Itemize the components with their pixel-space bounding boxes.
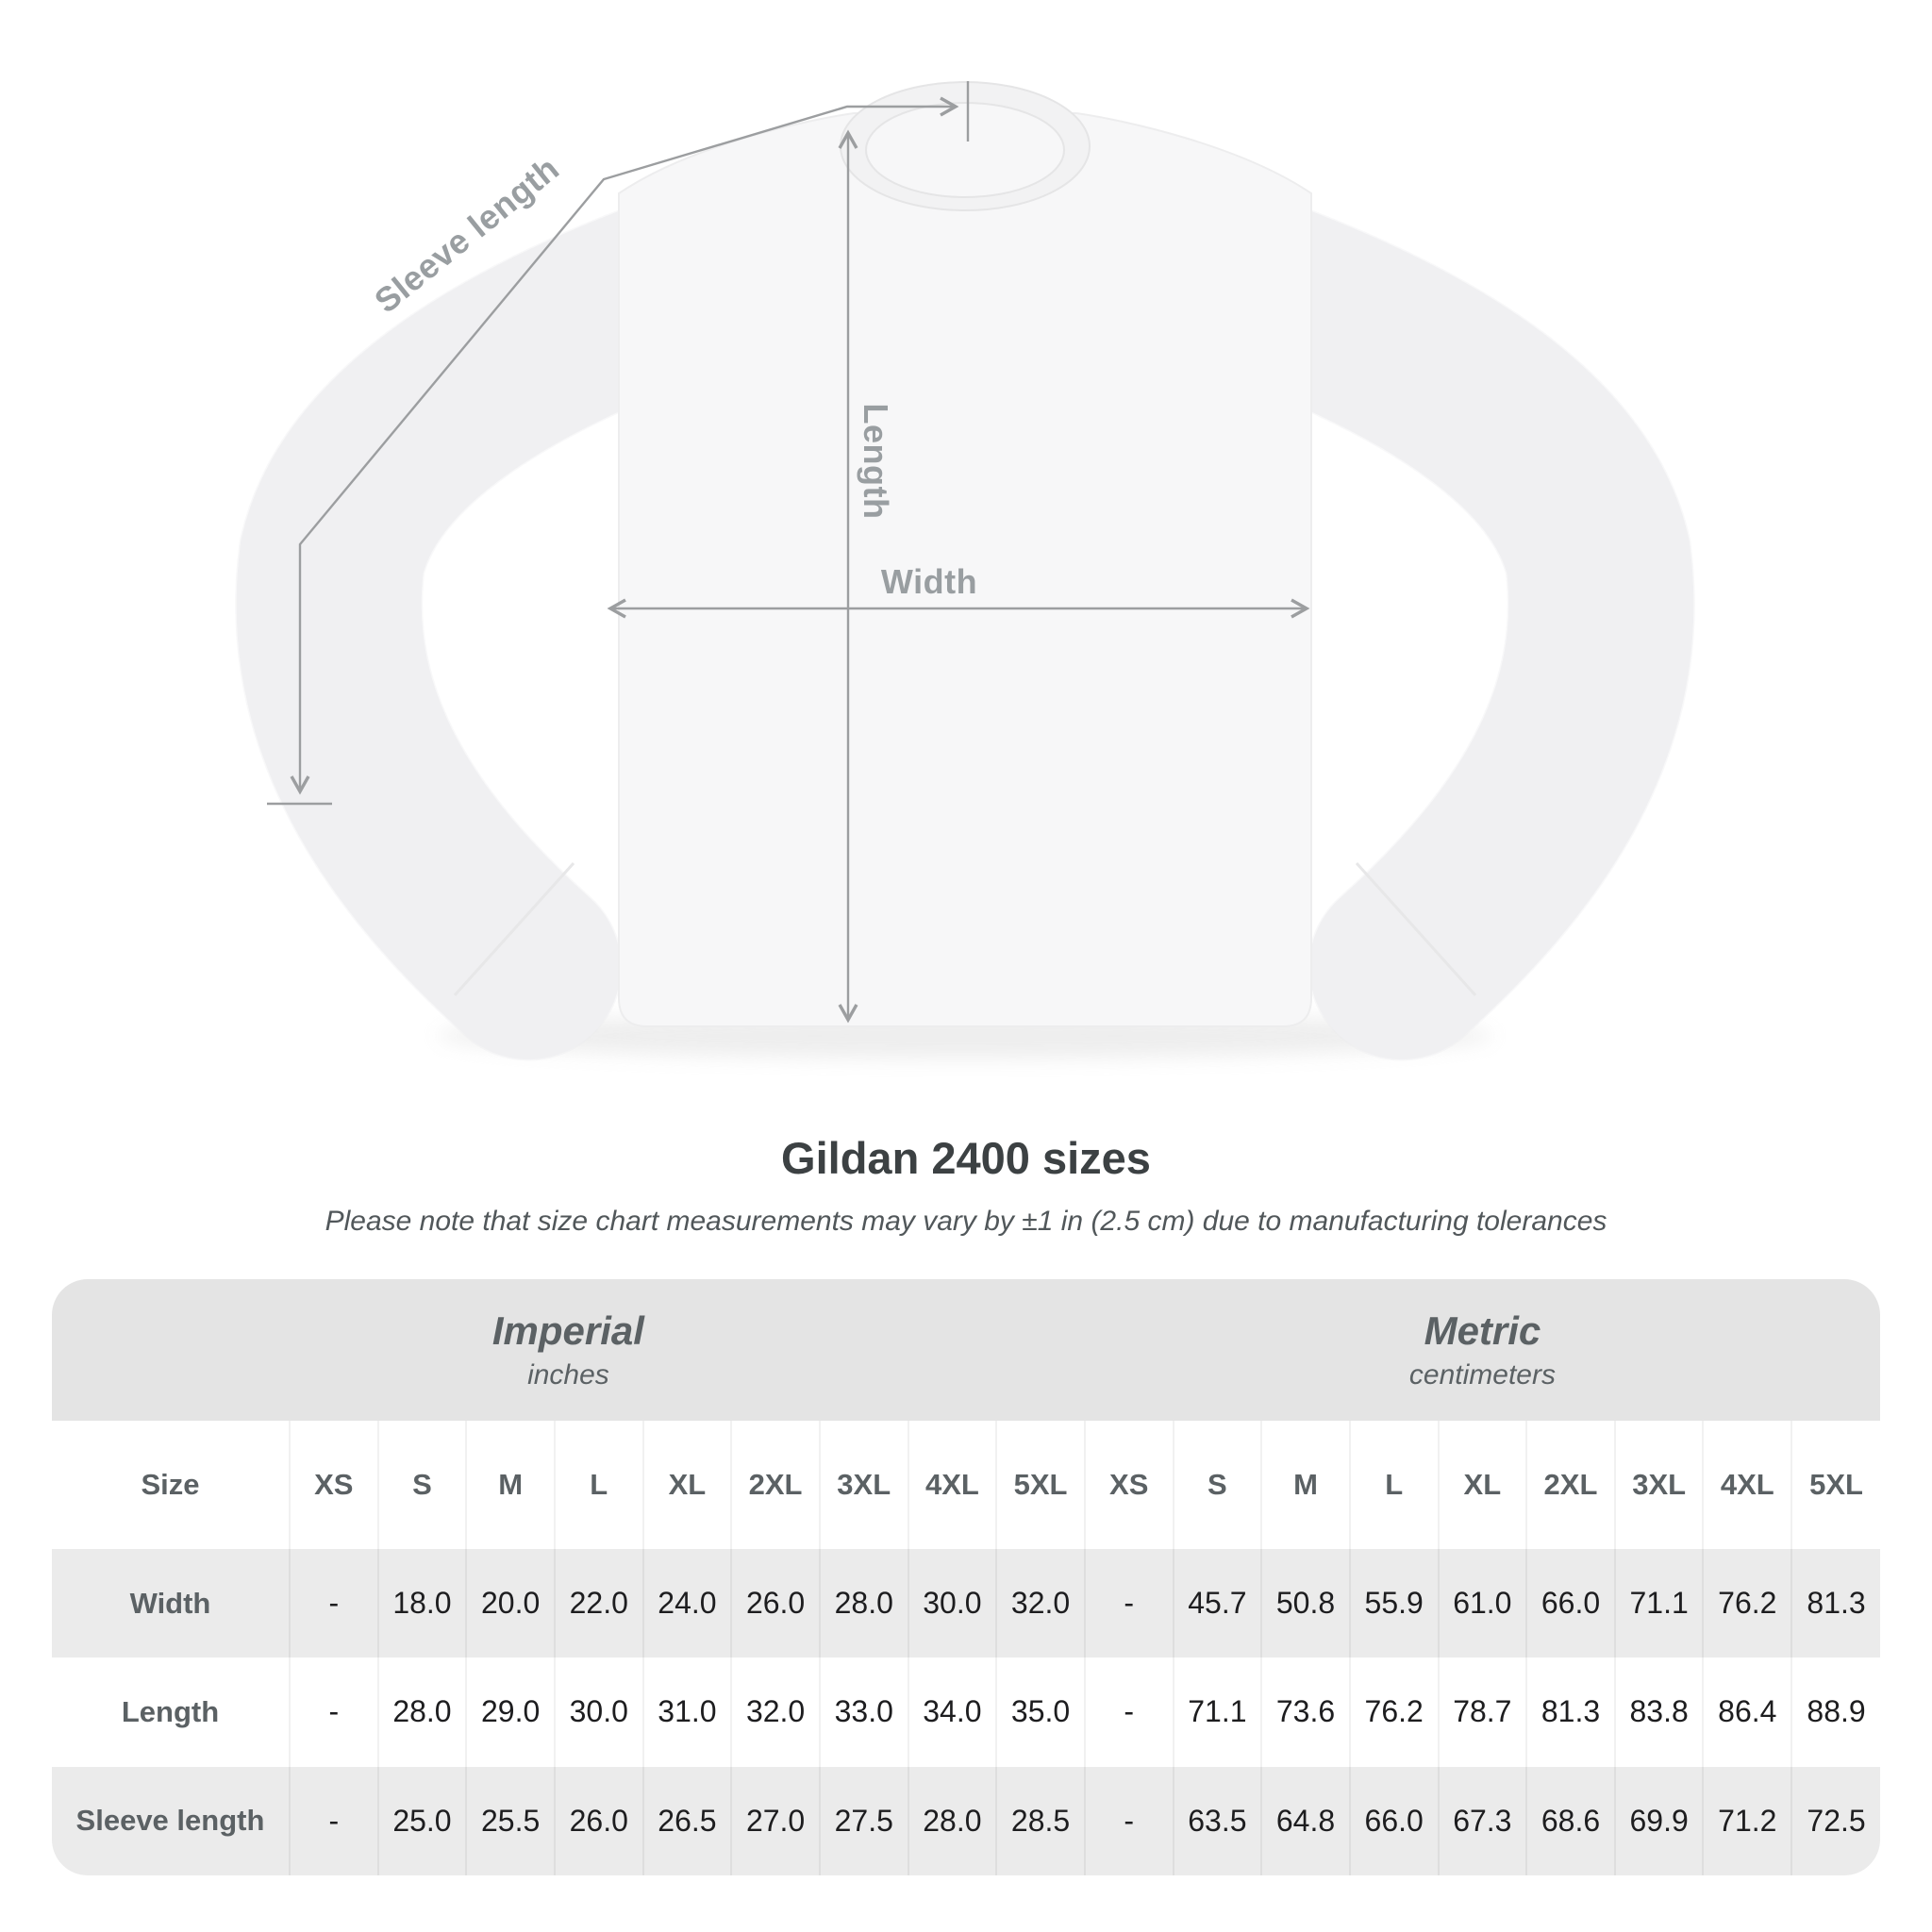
tolerance-note: Please note that size chart measurements… bbox=[325, 1206, 1607, 1237]
value-cell-metric: 63.5 bbox=[1172, 1766, 1262, 1875]
value-cell-imperial: 30.0 bbox=[553, 1657, 643, 1767]
row-label: Length bbox=[52, 1657, 290, 1767]
value-cell-imperial: 26.5 bbox=[641, 1766, 732, 1875]
size-header-metric-l: L bbox=[1348, 1421, 1439, 1549]
value-cell-metric: 66.0 bbox=[1525, 1549, 1615, 1658]
value-cell-imperial: 28.0 bbox=[907, 1766, 997, 1875]
value-cell-metric: 78.7 bbox=[1437, 1657, 1527, 1767]
value-cell-imperial: 29.0 bbox=[465, 1657, 555, 1767]
size-header-metric-xs: XS bbox=[1083, 1421, 1174, 1549]
long-sleeve-shirt-illustration bbox=[235, 81, 1695, 1061]
row-label: Sleeve length bbox=[52, 1766, 290, 1875]
size-header-imperial-m: M bbox=[465, 1421, 555, 1549]
value-cell-metric: 81.3 bbox=[1525, 1657, 1615, 1767]
imperial-group-header: Imperial inches bbox=[52, 1279, 1085, 1421]
size-header-row: Size XS S M L XL 2XL 3XL 4XL 5XL XS S M L XL 2XL 3XL 4XL 5… bbox=[52, 1421, 1880, 1549]
size-header-imperial-s: S bbox=[376, 1421, 467, 1549]
size-header-imperial-4xl: 4XL bbox=[907, 1421, 997, 1549]
value-cell-metric: 76.2 bbox=[1702, 1549, 1792, 1658]
value-cell-metric: 55.9 bbox=[1348, 1549, 1439, 1658]
value-cell-metric: - bbox=[1083, 1766, 1174, 1875]
value-cell-metric: 83.8 bbox=[1613, 1657, 1704, 1767]
value-cell-metric: - bbox=[1083, 1549, 1174, 1658]
value-cell-imperial: - bbox=[288, 1766, 378, 1875]
value-cell-imperial: 30.0 bbox=[907, 1549, 997, 1658]
size-header-metric-4xl: 4XL bbox=[1702, 1421, 1792, 1549]
shirt-measurement-diagram: Sleeve length Length Width bbox=[235, 81, 1695, 1061]
value-cell-metric: 76.2 bbox=[1348, 1657, 1439, 1767]
length-label: Length bbox=[857, 403, 895, 520]
value-cell-metric: 50.8 bbox=[1260, 1549, 1350, 1658]
size-header-metric-3xl: 3XL bbox=[1613, 1421, 1704, 1549]
size-table: Imperial inches Metric centimeters Size XS S M L… bbox=[52, 1279, 1880, 1875]
size-header-imperial-5xl: 5XL bbox=[995, 1421, 1085, 1549]
value-cell-imperial: - bbox=[288, 1549, 378, 1658]
value-cell-imperial: 25.0 bbox=[376, 1766, 467, 1875]
value-cell-imperial: 28.5 bbox=[995, 1766, 1085, 1875]
value-cell-metric: 64.8 bbox=[1260, 1766, 1350, 1875]
value-cell-metric: 71.1 bbox=[1172, 1657, 1262, 1767]
value-cell-imperial: - bbox=[288, 1657, 378, 1767]
shirt-collar bbox=[840, 81, 1091, 211]
value-cell-imperial: 26.0 bbox=[730, 1549, 820, 1658]
value-cell-imperial: 32.0 bbox=[730, 1657, 820, 1767]
sleeve-length-line bbox=[290, 96, 959, 795]
table-row-length: Length -28.0 29.0 30.0 31.0 32.0 33.0 34.0 35.0-… bbox=[52, 1657, 1880, 1767]
metric-group-header: Metric centimeters bbox=[1084, 1279, 1880, 1421]
width-label: Width bbox=[880, 562, 978, 601]
value-cell-imperial: 18.0 bbox=[376, 1549, 467, 1658]
value-cell-imperial: 31.0 bbox=[641, 1657, 732, 1767]
value-cell-metric: 72.5 bbox=[1790, 1766, 1880, 1875]
value-cell-metric: 69.9 bbox=[1613, 1766, 1704, 1875]
imperial-group-header-unit: inches bbox=[527, 1358, 609, 1391]
value-cell-imperial: 35.0 bbox=[995, 1657, 1085, 1767]
metric-group-header-title: Metric bbox=[1424, 1308, 1541, 1354]
value-cell-metric: 66.0 bbox=[1348, 1766, 1439, 1875]
table-row-sleeve-length: Sleeve length -25.0 25.5 26.0 26.5 27.0 27.5 28… bbox=[52, 1766, 1880, 1875]
row-label: Width bbox=[52, 1549, 290, 1658]
unit-band-row: Imperial inches Metric centimeters bbox=[52, 1279, 1880, 1421]
value-cell-imperial: 26.0 bbox=[553, 1766, 643, 1875]
value-cell-imperial: 27.0 bbox=[730, 1766, 820, 1875]
size-header-metric-5xl: 5XL bbox=[1790, 1421, 1880, 1549]
value-cell-imperial: 34.0 bbox=[907, 1657, 997, 1767]
value-cell-metric: 68.6 bbox=[1525, 1766, 1615, 1875]
size-header-metric-2xl: 2XL bbox=[1525, 1421, 1615, 1549]
size-header-metric-s: S bbox=[1172, 1421, 1262, 1549]
value-cell-metric: 86.4 bbox=[1702, 1657, 1792, 1767]
size-header-metric-xl: XL bbox=[1437, 1421, 1527, 1549]
value-cell-metric: - bbox=[1083, 1657, 1174, 1767]
value-cell-metric: 88.9 bbox=[1790, 1657, 1880, 1767]
table-row-width: Width -18.0 20.0 22.0 24.0 26.0 28.0 30.0 32.0-4… bbox=[52, 1549, 1880, 1658]
value-cell-imperial: 24.0 bbox=[641, 1549, 732, 1658]
value-cell-metric: 73.6 bbox=[1260, 1657, 1350, 1767]
value-cell-metric: 61.0 bbox=[1437, 1549, 1527, 1658]
size-header-metric-m: M bbox=[1260, 1421, 1350, 1549]
value-cell-imperial: 28.0 bbox=[376, 1657, 467, 1767]
value-cell-metric: 71.1 bbox=[1613, 1549, 1704, 1658]
value-cell-metric: 81.3 bbox=[1790, 1549, 1880, 1658]
value-cell-metric: 45.7 bbox=[1172, 1549, 1262, 1658]
value-cell-imperial: 22.0 bbox=[553, 1549, 643, 1658]
metric-group-header-unit: centimeters bbox=[1408, 1358, 1556, 1391]
value-cell-imperial: 28.0 bbox=[818, 1549, 908, 1658]
value-cell-imperial: 33.0 bbox=[818, 1657, 908, 1767]
size-header-imperial-xl: XL bbox=[641, 1421, 732, 1549]
size-header-imperial-3xl: 3XL bbox=[818, 1421, 908, 1549]
size-chart-table-container: Imperial inches Metric centimeters Size XS S M L… bbox=[52, 1279, 1880, 1875]
size-column-header: Size bbox=[52, 1421, 290, 1549]
page-title: Gildan 2400 sizes bbox=[781, 1133, 1151, 1183]
value-cell-metric: 71.2 bbox=[1702, 1766, 1792, 1875]
value-cell-imperial: 27.5 bbox=[818, 1766, 908, 1875]
size-header-imperial-l: L bbox=[553, 1421, 643, 1549]
value-cell-imperial: 20.0 bbox=[465, 1549, 555, 1658]
value-cell-imperial: 32.0 bbox=[995, 1549, 1085, 1658]
value-cell-imperial: 25.5 bbox=[465, 1766, 555, 1875]
measurement-lines bbox=[267, 81, 1310, 1024]
size-header-imperial-xs: XS bbox=[288, 1421, 378, 1549]
value-cell-metric: 67.3 bbox=[1437, 1766, 1527, 1875]
size-header-imperial-2xl: 2XL bbox=[730, 1421, 820, 1549]
imperial-group-header-title: Imperial bbox=[491, 1308, 644, 1354]
